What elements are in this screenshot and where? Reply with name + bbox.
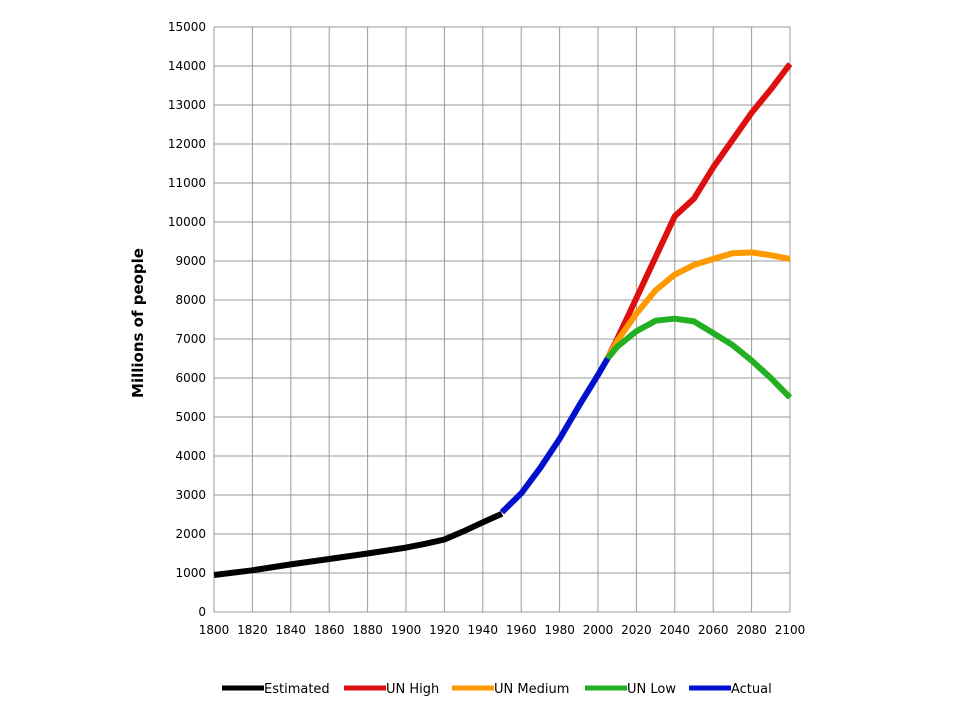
x-tick-label: 1820 [237,623,268,637]
series-layer [213,62,793,578]
x-tick-label: 1920 [429,623,460,637]
y-tick-label: 15000 [168,20,206,34]
legend-item-un-low: UN Low [585,682,676,697]
y-tick-label: 1000 [175,566,206,580]
legend-label: UN Medium [494,682,569,697]
x-tick-label: 1840 [276,623,307,637]
y-tick-labels: 0 1000 2000 3000 4000 5000 6000 7000 8000 9000 100… [168,20,206,619]
x-tick-label: 2080 [736,623,767,637]
legend-item-un-high: UN High [344,682,439,697]
x-tick-label: 2000 [583,623,614,637]
y-tick-label: 8000 [175,293,206,307]
legend-label: Actual [731,682,772,697]
grid-layer [213,26,791,613]
y-tick-label: 14000 [168,59,206,73]
y-axis-label: Millions of people [129,248,147,398]
x-tick-label: 1860 [314,623,345,637]
series-line-un-low [605,315,793,400]
legend-label: Estimated [264,682,330,697]
legend-item-estimated: Estimated [222,682,330,697]
x-tick-label: 1800 [199,623,230,637]
y-tick-label: 7000 [175,332,206,346]
x-tick-labels: 1800 1820 1840 1860 1880 1900 1920 1940 1960 1980… [199,623,806,637]
x-tick-label: 1900 [391,623,422,637]
y-tick-label: 0 [198,605,206,619]
y-tick-label: 9000 [175,254,206,268]
series-line-un-medium [604,249,791,360]
series-line-estimated [213,510,504,578]
legend-item-un-medium: UN Medium [452,682,569,697]
x-tick-label: 1980 [544,623,575,637]
y-tick-label: 11000 [168,176,206,190]
y-tick-label: 12000 [168,137,206,151]
y-tick-label: 13000 [168,98,206,112]
y-tick-label: 10000 [168,215,206,229]
y-tick-label: 3000 [175,488,206,502]
y-tick-label: 4000 [175,449,206,463]
legend-item-actual: Actual [689,682,772,697]
x-tick-label: 1880 [352,623,383,637]
x-tick-label: 2100 [775,623,806,637]
x-tick-label: 2060 [698,623,729,637]
x-tick-label: 1960 [506,623,537,637]
x-tick-label: 1940 [468,623,499,637]
legend-label: UN High [386,682,439,697]
y-tick-label: 5000 [175,410,206,424]
legend-label: UN Low [627,682,676,697]
legend: Estimated UN High UN Medium UN Low Actual [222,682,772,697]
x-tick-label: 2020 [621,623,652,637]
y-tick-label: 2000 [175,527,206,541]
x-tick-label: 2040 [660,623,691,637]
series-line-un-high [604,62,793,360]
series-line-actual [499,356,611,515]
y-tick-label: 6000 [175,371,206,385]
